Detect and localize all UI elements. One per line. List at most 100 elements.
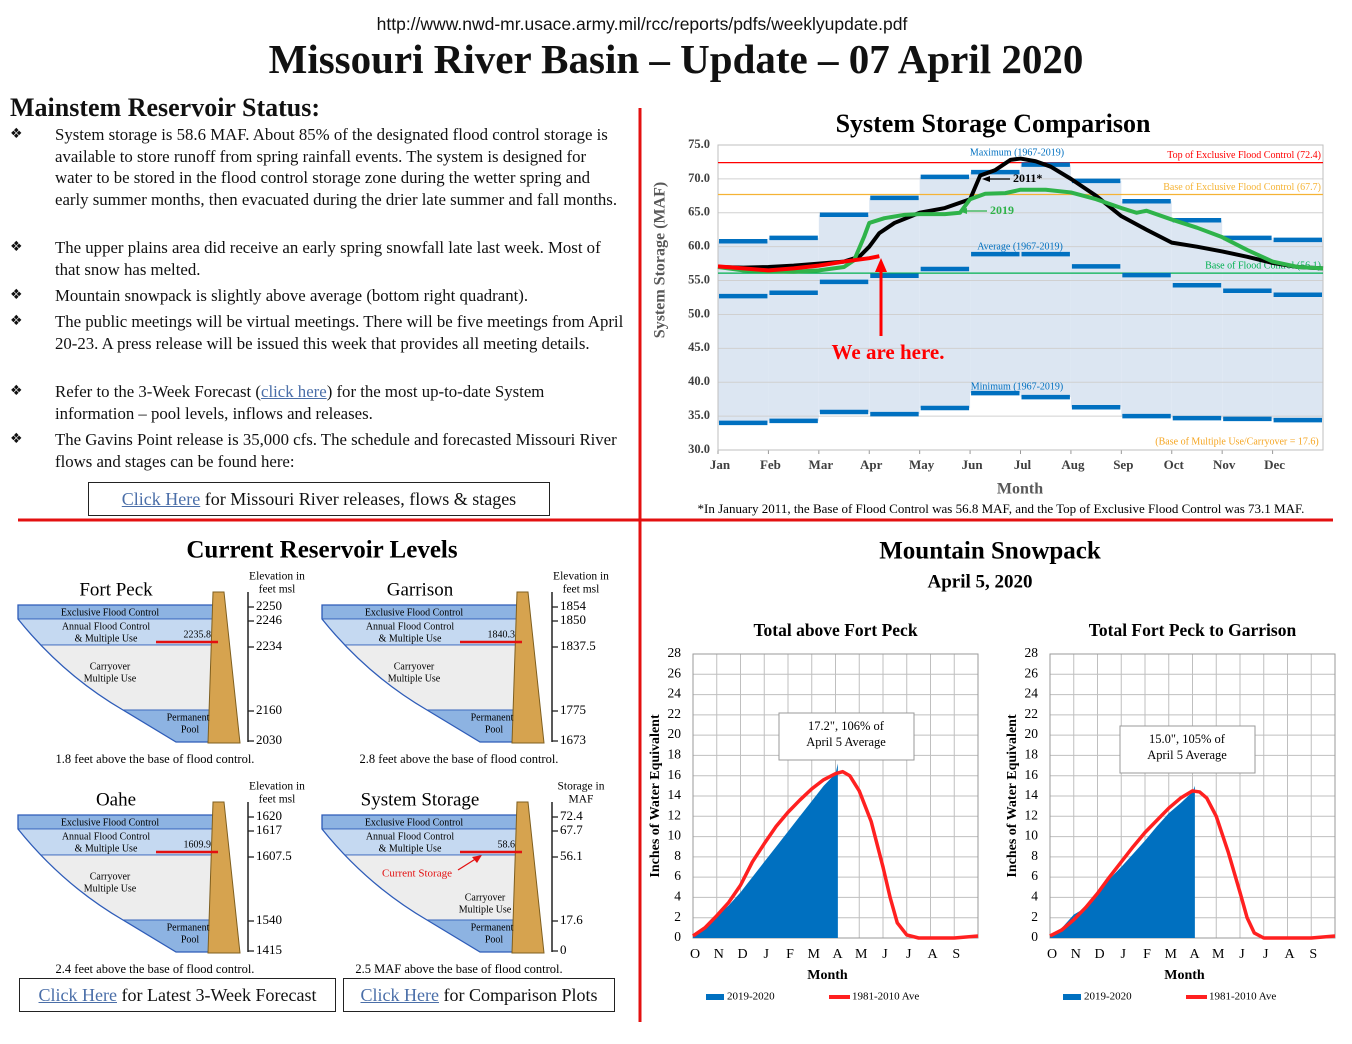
reservoir-name: Oahe: [96, 789, 136, 810]
x-tick-label: Sep: [1113, 457, 1133, 472]
x-tick-label: J: [906, 947, 912, 962]
series-line: [1049, 789, 1336, 940]
bullet-text: System storage is 58.6 MAF. About 85% of…: [55, 124, 625, 210]
y-tick-label: 2: [1031, 909, 1038, 924]
y-tick-label: 4: [674, 889, 681, 904]
text: The upper plains area did receive an ear…: [55, 238, 601, 279]
level-label: 67.7: [560, 822, 583, 837]
arrow-head: [875, 258, 887, 272]
zone-label: & Multiple Use: [75, 843, 138, 854]
x-tick-label: S: [1309, 947, 1317, 962]
reservoir-name: Garrison: [387, 579, 454, 600]
zone-label: Annual Flood Control: [366, 831, 455, 842]
section-title: Mountain Snowpack: [879, 538, 1101, 565]
dam: [511, 591, 545, 744]
range-band: [1222, 237, 1273, 419]
scale-title: Storage in: [558, 781, 605, 793]
x-tick-label: May: [909, 457, 935, 472]
annotation: 17.2", 106% of: [808, 719, 885, 733]
level-label: 2250: [256, 598, 282, 613]
bullet-item: ❖ The upper plains area did receive an ea…: [10, 237, 625, 280]
y-tick-label: 24: [1025, 686, 1039, 701]
link[interactable]: Click Here: [121, 489, 201, 509]
level-label: 1854: [560, 598, 587, 613]
y-tick-label: 0: [674, 929, 681, 944]
x-tick-label: Aug: [1061, 457, 1085, 472]
arrow-head: [472, 855, 482, 863]
level-label: 1617: [256, 822, 283, 837]
annotation-box: [778, 712, 915, 761]
link[interactable]: Click Here: [38, 985, 117, 1005]
y-tick-label: 60.0: [688, 239, 710, 253]
dam: [207, 591, 241, 744]
x-tick-label: M: [1165, 947, 1178, 962]
current-label: Current Storage: [382, 868, 452, 880]
text: System storage is 58.6 MAF. About 85% of…: [55, 125, 618, 209]
bullet-item: ❖ Mountain snowpack is slightly above ave…: [10, 285, 625, 307]
arrow: [457, 857, 478, 871]
scale-title: feet msl: [259, 794, 296, 806]
y-tick-label: 50.0: [688, 306, 710, 320]
current-value: 58.6: [498, 839, 516, 850]
reservoir-name: Fort Peck: [79, 579, 153, 600]
x-tick-label: A: [927, 947, 938, 962]
annotation: We are here.: [832, 340, 945, 364]
series-line: [692, 769, 979, 940]
y-tick-label: 8: [1031, 848, 1038, 863]
zone: [322, 828, 522, 856]
level-label: 72.4: [560, 808, 583, 823]
annotation: April 5 Average: [1147, 748, 1227, 762]
floor-note: (Base of Multiple Use/Carryover = 17.6): [1155, 436, 1318, 447]
level-label: 1540: [256, 912, 282, 927]
range-band: [1272, 239, 1323, 421]
y-tick-label: 2: [674, 909, 681, 924]
zone-label: Exclusive Flood Control: [61, 817, 160, 828]
bullet-symbol: ❖: [10, 126, 23, 142]
range-band: [1171, 220, 1223, 419]
zone-label: Permanent: [471, 712, 514, 723]
x-tick-label: D: [737, 947, 747, 962]
scale-title: feet msl: [259, 584, 296, 596]
text: Mountain snowpack is slightly above aver…: [55, 286, 529, 305]
link-box: Click Here for Latest 3-Week Forecast: [19, 978, 336, 1012]
level-label: 1775: [560, 702, 586, 717]
x-tick-label: J: [764, 947, 770, 962]
level-label: 2160: [256, 702, 282, 717]
series-label: 2019: [990, 203, 1014, 217]
x-axis-label: Month: [997, 481, 1043, 498]
link[interactable]: Click Here: [360, 985, 439, 1005]
y-tick-label: 45.0: [688, 340, 710, 354]
y-tick-label: 6: [674, 868, 681, 883]
bullet-symbol: ❖: [10, 383, 23, 399]
y-tick-label: 55.0: [688, 272, 710, 286]
legend-swatch: [706, 994, 724, 1000]
range-band: [1121, 201, 1172, 417]
zone-label: Permanent: [167, 922, 210, 933]
x-tick-label: Mar: [809, 457, 834, 472]
y-tick-label: 24: [668, 686, 682, 701]
link-box: Click Here for Missouri River releases, …: [88, 482, 550, 516]
current-value: 1609.9: [184, 839, 212, 850]
zone-label: Multiple Use: [388, 673, 441, 684]
x-tick-label: J: [1239, 947, 1245, 962]
y-tick-label: 22: [668, 706, 682, 721]
scale-title: feet msl: [563, 584, 600, 596]
basin-outline: [321, 814, 523, 953]
x-tick-label: O: [1047, 947, 1057, 962]
bullet-symbol: ❖: [10, 313, 23, 329]
arrow-head: [982, 176, 990, 182]
bullet-text: The upper plains area did receive an ear…: [55, 237, 625, 280]
bullet-symbol: ❖: [10, 239, 23, 255]
basin-outline: [17, 604, 219, 743]
area: [693, 763, 838, 938]
bullet-item: ❖ Refer to the 3-Week Forecast (click her…: [10, 381, 625, 424]
level-label: 0: [560, 942, 567, 957]
zone: [18, 618, 218, 646]
level-label: 2246: [256, 612, 283, 627]
x-tick-label: S: [952, 947, 960, 962]
reservoir-name: System Storage: [361, 789, 480, 810]
inline-link[interactable]: click here: [261, 382, 327, 401]
x-tick-label: F: [1143, 947, 1151, 962]
